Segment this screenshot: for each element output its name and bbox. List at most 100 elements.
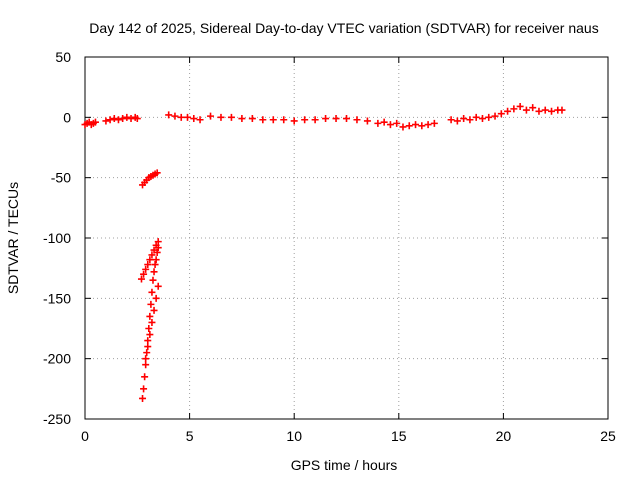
data-point <box>504 107 512 115</box>
data-point <box>472 113 480 121</box>
data-point <box>380 118 388 126</box>
data-point <box>154 282 162 290</box>
data-point <box>133 115 141 123</box>
data-point <box>151 261 159 269</box>
data-point <box>529 104 537 112</box>
data-point <box>290 117 298 125</box>
data-point <box>114 116 122 124</box>
data-point <box>207 112 215 120</box>
data-point <box>110 115 118 123</box>
y-tick-label: -200 <box>43 351 71 367</box>
data-point <box>123 113 131 121</box>
data-point <box>485 113 493 121</box>
data-point <box>558 106 566 114</box>
data-point <box>154 244 162 252</box>
y-axis-label: SDTVAR / TECUs <box>5 182 21 294</box>
y-tick-label: -100 <box>43 230 71 246</box>
y-tick-label: -150 <box>43 290 71 306</box>
data-point <box>119 115 127 123</box>
data-point <box>516 102 524 110</box>
data-point <box>190 115 198 123</box>
data-point <box>311 116 319 124</box>
data-point <box>144 337 152 345</box>
data-point <box>140 385 148 393</box>
data-point <box>510 105 518 113</box>
grid-layer <box>85 57 608 419</box>
data-point <box>430 119 438 127</box>
data-point <box>140 270 148 278</box>
data-point <box>150 268 158 276</box>
data-point <box>146 331 154 339</box>
data-point <box>460 115 468 123</box>
data-point <box>548 107 556 115</box>
data-point <box>150 306 158 314</box>
data-point <box>149 276 157 284</box>
x-tick-label: 20 <box>496 428 512 444</box>
data-point <box>497 110 505 118</box>
data-point <box>453 117 461 125</box>
x-tick-label: 15 <box>391 428 407 444</box>
data-point <box>238 115 246 123</box>
data-point <box>102 117 110 125</box>
data-point <box>154 238 162 246</box>
data-point <box>165 111 173 119</box>
data-point <box>332 115 340 123</box>
data-point <box>137 275 145 283</box>
data-point <box>374 119 382 127</box>
data-point <box>153 169 161 177</box>
x-axis-label: GPS time / hours <box>291 457 398 473</box>
data-point <box>148 288 156 296</box>
x-tick-label: 25 <box>600 428 616 444</box>
data-point <box>146 256 154 264</box>
data-point <box>142 355 150 363</box>
data-point <box>363 117 371 125</box>
data-point <box>447 116 455 124</box>
data-layer <box>81 102 566 402</box>
data-point <box>152 256 160 264</box>
data-point <box>280 116 288 124</box>
data-point <box>91 118 99 126</box>
data-point <box>353 116 361 124</box>
data-point <box>412 121 420 129</box>
y-tick-label: 0 <box>63 109 71 125</box>
data-point <box>522 106 530 114</box>
chart-title: Day 142 of 2025, Sidereal Day-to-day VTE… <box>89 20 598 36</box>
x-tick-label: 10 <box>286 428 302 444</box>
data-point <box>217 113 225 121</box>
data-point <box>541 106 549 114</box>
data-point <box>148 251 156 259</box>
data-point <box>343 115 350 123</box>
data-point <box>399 123 407 131</box>
x-tick-label: 0 <box>81 428 89 444</box>
data-point <box>418 122 426 130</box>
data-point <box>259 116 267 124</box>
y-tick-label: 50 <box>55 49 71 65</box>
data-point <box>393 119 401 127</box>
data-point <box>405 122 413 130</box>
data-point <box>478 115 486 123</box>
data-point <box>424 121 432 129</box>
data-point <box>147 300 155 308</box>
data-point <box>196 116 204 124</box>
data-point <box>171 112 179 120</box>
data-point <box>491 112 499 120</box>
data-point <box>146 312 154 320</box>
data-point <box>145 325 153 332</box>
data-point <box>227 113 235 121</box>
data-point <box>152 294 160 302</box>
data-point <box>535 107 543 115</box>
data-point <box>322 115 330 123</box>
data-point <box>142 361 150 369</box>
data-point <box>106 116 114 124</box>
data-point <box>386 121 394 129</box>
y-tick-label: -50 <box>51 170 71 186</box>
data-point <box>248 115 256 123</box>
data-point <box>177 113 185 121</box>
x-tick-label: 5 <box>186 428 194 444</box>
ticks-layer: 0 5 10 15 20 25 -250 -200 -150 -100 -50 0 50 <box>43 49 616 444</box>
data-point <box>184 113 192 121</box>
data-point <box>144 343 152 351</box>
y-tick-label: -250 <box>43 411 71 427</box>
data-point <box>153 248 161 256</box>
